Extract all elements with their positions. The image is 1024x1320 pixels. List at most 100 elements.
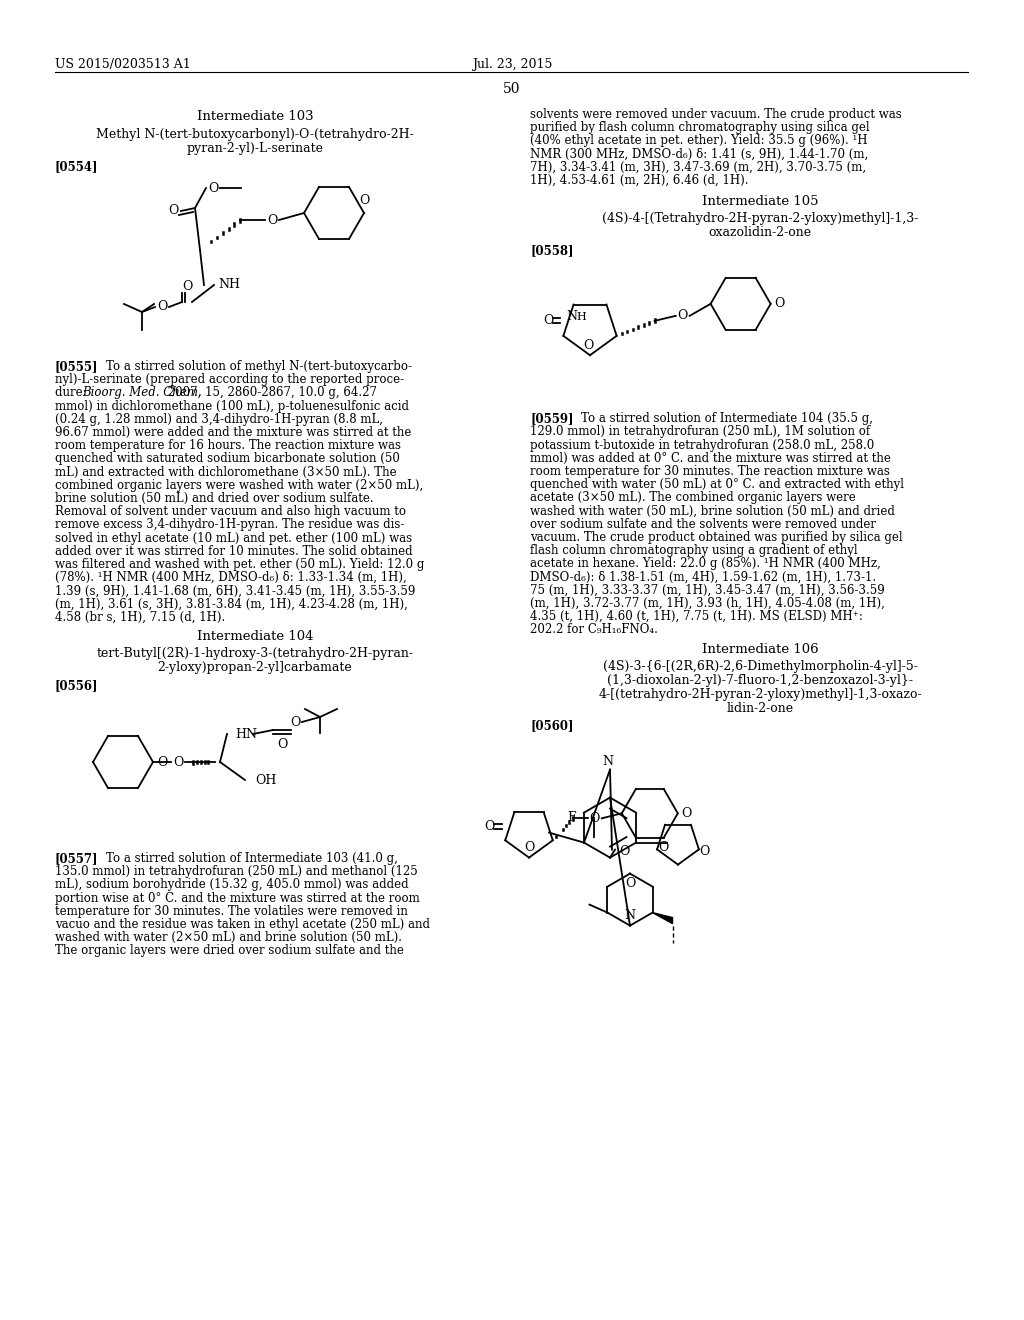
Text: dure:: dure: bbox=[55, 387, 90, 400]
Text: 50: 50 bbox=[503, 82, 521, 96]
Text: O: O bbox=[359, 194, 370, 206]
Text: Intermediate 106: Intermediate 106 bbox=[701, 643, 818, 656]
Text: vacuum. The crude product obtained was purified by silica gel: vacuum. The crude product obtained was p… bbox=[530, 531, 902, 544]
Text: O: O bbox=[157, 755, 167, 768]
Text: 2-yloxy)propan-2-yl]carbamate: 2-yloxy)propan-2-yl]carbamate bbox=[158, 661, 352, 675]
Text: O: O bbox=[168, 205, 178, 218]
Text: O: O bbox=[290, 715, 300, 729]
Text: over sodium sulfate and the solvents were removed under: over sodium sulfate and the solvents wer… bbox=[530, 517, 876, 531]
Text: To a stirred solution of methyl N-(tert-butoxycarbo-: To a stirred solution of methyl N-(tert-… bbox=[91, 360, 412, 374]
Text: O: O bbox=[618, 845, 629, 858]
Text: (40% ethyl acetate in pet. ether). Yield: 35.5 g (96%). ¹H: (40% ethyl acetate in pet. ether). Yield… bbox=[530, 135, 867, 148]
Text: HN: HN bbox=[234, 727, 257, 741]
Text: was filtered and washed with pet. ether (50 mL). Yield: 12.0 g: was filtered and washed with pet. ether … bbox=[55, 558, 424, 572]
Text: (4S)-3-{6-[(2R,6R)-2,6-Dimethylmorpholin-4-yl]-5-: (4S)-3-{6-[(2R,6R)-2,6-Dimethylmorpholin… bbox=[602, 660, 918, 673]
Text: [0557]: [0557] bbox=[55, 851, 98, 865]
Text: 7H), 3.34-3.41 (m, 3H), 3.47-3.69 (m, 2H), 3.70-3.75 (m,: 7H), 3.34-3.41 (m, 3H), 3.47-3.69 (m, 2H… bbox=[530, 161, 866, 174]
Text: To a stirred solution of Intermediate 103 (41.0 g,: To a stirred solution of Intermediate 10… bbox=[91, 851, 398, 865]
Text: (m, 1H), 3.61 (s, 3H), 3.81-3.84 (m, 1H), 4.23-4.28 (m, 1H),: (m, 1H), 3.61 (s, 3H), 3.81-3.84 (m, 1H)… bbox=[55, 598, 408, 611]
Text: pyran-2-yl)-L-serinate: pyran-2-yl)-L-serinate bbox=[186, 143, 324, 154]
Text: nyl)-L-serinate (prepared according to the reported proce-: nyl)-L-serinate (prepared according to t… bbox=[55, 374, 404, 387]
Text: potassium t-butoxide in tetrahydrofuran (258.0 mL, 258.0: potassium t-butoxide in tetrahydrofuran … bbox=[530, 438, 874, 451]
Text: mmol) was added at 0° C. and the mixture was stirred at the: mmol) was added at 0° C. and the mixture… bbox=[530, 451, 891, 465]
Text: quenched with water (50 mL) at 0° C. and extracted with ethyl: quenched with water (50 mL) at 0° C. and… bbox=[530, 478, 904, 491]
Text: Bioorg. Med. Chem.: Bioorg. Med. Chem. bbox=[82, 387, 202, 400]
Text: O: O bbox=[157, 301, 167, 314]
Text: DMSO-d₆): δ 1.38-1.51 (m, 4H), 1.59-1.62 (m, 1H), 1.73-1.: DMSO-d₆): δ 1.38-1.51 (m, 4H), 1.59-1.62… bbox=[530, 570, 877, 583]
Text: O: O bbox=[276, 738, 287, 751]
Text: acetate in hexane. Yield: 22.0 g (85%). ¹H NMR (400 MHz,: acetate in hexane. Yield: 22.0 g (85%). … bbox=[530, 557, 881, 570]
Text: flash column chromatography using a gradient of ethyl: flash column chromatography using a grad… bbox=[530, 544, 858, 557]
Text: [0560]: [0560] bbox=[530, 719, 573, 733]
Text: (0.24 g, 1.28 mmol) and 3,4-dihydro-1H-pyran (8.8 mL,: (0.24 g, 1.28 mmol) and 3,4-dihydro-1H-p… bbox=[55, 413, 383, 426]
Text: N: N bbox=[566, 310, 578, 323]
Text: washed with water (2×50 mL) and brine solution (50 mL).: washed with water (2×50 mL) and brine so… bbox=[55, 931, 402, 944]
Text: The organic layers were dried over sodium sulfate and the: The organic layers were dried over sodiu… bbox=[55, 944, 403, 957]
Text: O: O bbox=[182, 280, 193, 293]
Text: 96.67 mmol) were added and the mixture was stirred at the: 96.67 mmol) were added and the mixture w… bbox=[55, 426, 412, 440]
Text: O: O bbox=[657, 841, 669, 854]
Text: 202.2 for C₉H₁₆FNO₄.: 202.2 for C₉H₁₆FNO₄. bbox=[530, 623, 657, 636]
Text: mL) and extracted with dichloromethane (3×50 mL). The: mL) and extracted with dichloromethane (… bbox=[55, 466, 396, 479]
Text: O: O bbox=[544, 314, 554, 326]
Text: O: O bbox=[484, 820, 495, 833]
Text: O: O bbox=[590, 812, 600, 825]
Text: mL), sodium borohydride (15.32 g, 405.0 mmol) was added: mL), sodium borohydride (15.32 g, 405.0 … bbox=[55, 878, 409, 891]
Text: solved in ethyl acetate (10 mL) and pet. ether (100 mL) was: solved in ethyl acetate (10 mL) and pet.… bbox=[55, 532, 412, 545]
Text: O: O bbox=[524, 841, 535, 854]
Text: Jul. 23, 2015: Jul. 23, 2015 bbox=[472, 58, 552, 71]
Text: NMR (300 MHz, DMSO-d₆) δ: 1.41 (s, 9H), 1.44-1.70 (m,: NMR (300 MHz, DMSO-d₆) δ: 1.41 (s, 9H), … bbox=[530, 148, 868, 161]
Text: O: O bbox=[699, 845, 710, 858]
Text: 4.58 (br s, 1H), 7.15 (d, 1H).: 4.58 (br s, 1H), 7.15 (d, 1H). bbox=[55, 611, 225, 624]
Text: O: O bbox=[173, 755, 183, 768]
Text: [0558]: [0558] bbox=[530, 244, 573, 257]
Text: brine solution (50 mL) and dried over sodium sulfate.: brine solution (50 mL) and dried over so… bbox=[55, 492, 374, 506]
Text: acetate (3×50 mL). The combined organic layers were: acetate (3×50 mL). The combined organic … bbox=[530, 491, 856, 504]
Text: oxazolidin-2-one: oxazolidin-2-one bbox=[709, 226, 812, 239]
Text: NH: NH bbox=[218, 279, 240, 292]
Text: portion wise at 0° C. and the mixture was stirred at the room: portion wise at 0° C. and the mixture wa… bbox=[55, 891, 420, 904]
Text: 135.0 mmol) in tetrahydrofuran (250 mL) and methanol (125: 135.0 mmol) in tetrahydrofuran (250 mL) … bbox=[55, 865, 418, 878]
Text: combined organic layers were washed with water (2×50 mL),: combined organic layers were washed with… bbox=[55, 479, 423, 492]
Text: solvents were removed under vacuum. The crude product was: solvents were removed under vacuum. The … bbox=[530, 108, 902, 121]
Text: [0559]: [0559] bbox=[530, 412, 573, 425]
Text: N: N bbox=[625, 909, 636, 923]
Text: O: O bbox=[208, 181, 218, 194]
Text: 2007, 15, 2860-2867, 10.0 g, 64.27: 2007, 15, 2860-2867, 10.0 g, 64.27 bbox=[164, 387, 377, 400]
Text: US 2015/0203513 A1: US 2015/0203513 A1 bbox=[55, 58, 190, 71]
Text: [0555]: [0555] bbox=[55, 360, 98, 374]
Text: 75 (m, 1H), 3.33-3.37 (m, 1H), 3.45-3.47 (m, 1H), 3.56-3.59: 75 (m, 1H), 3.33-3.37 (m, 1H), 3.45-3.47… bbox=[530, 583, 885, 597]
Text: quenched with saturated sodium bicarbonate solution (50: quenched with saturated sodium bicarbona… bbox=[55, 453, 400, 466]
Text: OH: OH bbox=[255, 774, 276, 787]
Text: remove excess 3,4-dihydro-1H-pyran. The residue was dis-: remove excess 3,4-dihydro-1H-pyran. The … bbox=[55, 519, 404, 532]
Text: 4.35 (t, 1H), 4.60 (t, 1H), 7.75 (t, 1H). MS (ELSD) MH⁺:: 4.35 (t, 1H), 4.60 (t, 1H), 7.75 (t, 1H)… bbox=[530, 610, 863, 623]
Text: Removal of solvent under vacuum and also high vacuum to: Removal of solvent under vacuum and also… bbox=[55, 506, 406, 519]
Text: temperature for 30 minutes. The volatiles were removed in: temperature for 30 minutes. The volatile… bbox=[55, 904, 408, 917]
Text: Intermediate 103: Intermediate 103 bbox=[197, 110, 313, 123]
Text: purified by flash column chromatography using silica gel: purified by flash column chromatography … bbox=[530, 121, 869, 135]
Text: Intermediate 105: Intermediate 105 bbox=[701, 195, 818, 209]
Text: O: O bbox=[682, 807, 692, 820]
Text: Intermediate 104: Intermediate 104 bbox=[197, 630, 313, 643]
Text: 1.39 (s, 9H), 1.41-1.68 (m, 6H), 3.41-3.45 (m, 1H), 3.55-3.59: 1.39 (s, 9H), 1.41-1.68 (m, 6H), 3.41-3.… bbox=[55, 585, 416, 598]
Text: 129.0 mmol) in tetrahydrofuran (250 mL), 1M solution of: 129.0 mmol) in tetrahydrofuran (250 mL),… bbox=[530, 425, 870, 438]
Text: [0556]: [0556] bbox=[55, 678, 98, 692]
Text: washed with water (50 mL), brine solution (50 mL) and dried: washed with water (50 mL), brine solutio… bbox=[530, 504, 895, 517]
Text: room temperature for 30 minutes. The reaction mixture was: room temperature for 30 minutes. The rea… bbox=[530, 465, 890, 478]
Text: (m, 1H), 3.72-3.77 (m, 1H), 3.93 (h, 1H), 4.05-4.08 (m, 1H),: (m, 1H), 3.72-3.77 (m, 1H), 3.93 (h, 1H)… bbox=[530, 597, 885, 610]
Polygon shape bbox=[652, 912, 673, 924]
Text: vacuo and the residue was taken in ethyl acetate (250 mL) and: vacuo and the residue was taken in ethyl… bbox=[55, 917, 430, 931]
Text: O: O bbox=[678, 309, 688, 322]
Text: added over it was stirred for 10 minutes. The solid obtained: added over it was stirred for 10 minutes… bbox=[55, 545, 413, 558]
Text: O: O bbox=[774, 297, 784, 310]
Text: [0554]: [0554] bbox=[55, 160, 98, 173]
Text: mmol) in dichloromethane (100 mL), p-toluenesulfonic acid: mmol) in dichloromethane (100 mL), p-tol… bbox=[55, 400, 409, 413]
Text: tert-Butyl[(2R)-1-hydroxy-3-(tetrahydro-2H-pyran-: tert-Butyl[(2R)-1-hydroxy-3-(tetrahydro-… bbox=[96, 647, 414, 660]
Text: 4-[(tetrahydro-2H-pyran-2-yloxy)methyl]-1,3-oxazo-: 4-[(tetrahydro-2H-pyran-2-yloxy)methyl]-… bbox=[598, 688, 922, 701]
Text: 1H), 4.53-4.61 (m, 2H), 6.46 (d, 1H).: 1H), 4.53-4.61 (m, 2H), 6.46 (d, 1H). bbox=[530, 174, 749, 187]
Text: Methyl N-(tert-butoxycarbonyl)-O-(tetrahydro-2H-: Methyl N-(tert-butoxycarbonyl)-O-(tetrah… bbox=[96, 128, 414, 141]
Text: To a stirred solution of Intermediate 104 (35.5 g,: To a stirred solution of Intermediate 10… bbox=[566, 412, 873, 425]
Text: H: H bbox=[577, 312, 587, 322]
Text: lidin-2-one: lidin-2-one bbox=[726, 702, 794, 714]
Text: (1,3-dioxolan-2-yl)-7-fluoro-1,2-benzoxazol-3-yl}-: (1,3-dioxolan-2-yl)-7-fluoro-1,2-benzoxa… bbox=[607, 673, 913, 686]
